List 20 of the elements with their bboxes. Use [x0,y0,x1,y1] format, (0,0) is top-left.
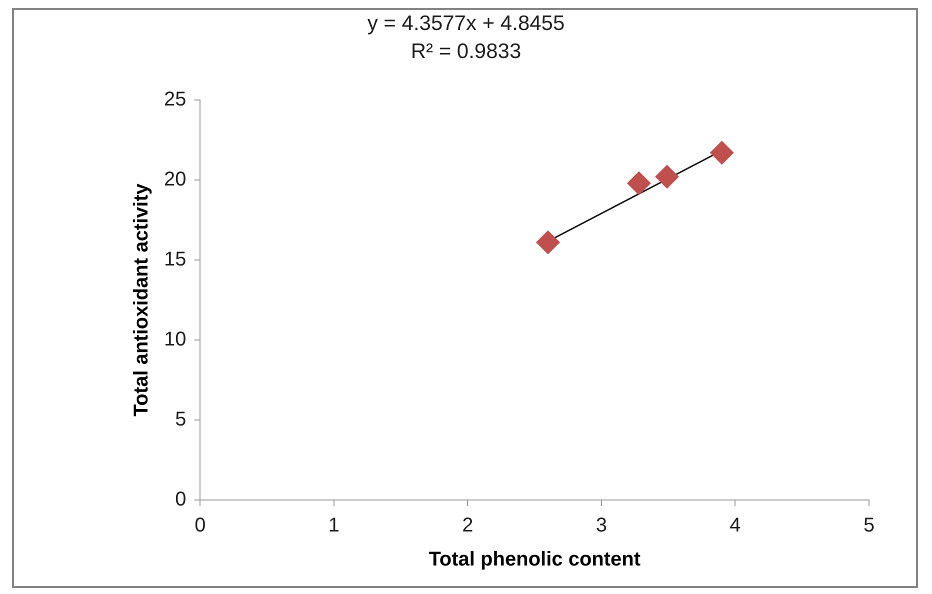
point [655,164,680,189]
x-tick-label: 2 [462,514,474,537]
y-tick-label: 25 [164,88,186,111]
x-tick-label: 1 [328,514,340,537]
x-tick-label: 3 [596,514,608,537]
y-axis-title: Total antioxidant activity [130,182,153,416]
y-tick-label: 15 [164,248,186,271]
y-tick-label: 5 [175,408,186,431]
x-axis-title: Total phenolic content [428,548,641,571]
y-tick-label: 20 [164,168,186,191]
text: R² = 0.9833 [410,39,522,65]
point [536,230,560,254]
y-tick-label: 0 [175,488,186,511]
x-tick-label: 0 [194,514,206,537]
y-tick-label: 10 [164,328,186,351]
point [626,171,651,196]
text: y = 4.3577x + 4.8455 [366,11,566,37]
x-tick-label: 4 [730,514,741,537]
x-tick-label: 5 [863,514,875,537]
point [710,140,734,165]
